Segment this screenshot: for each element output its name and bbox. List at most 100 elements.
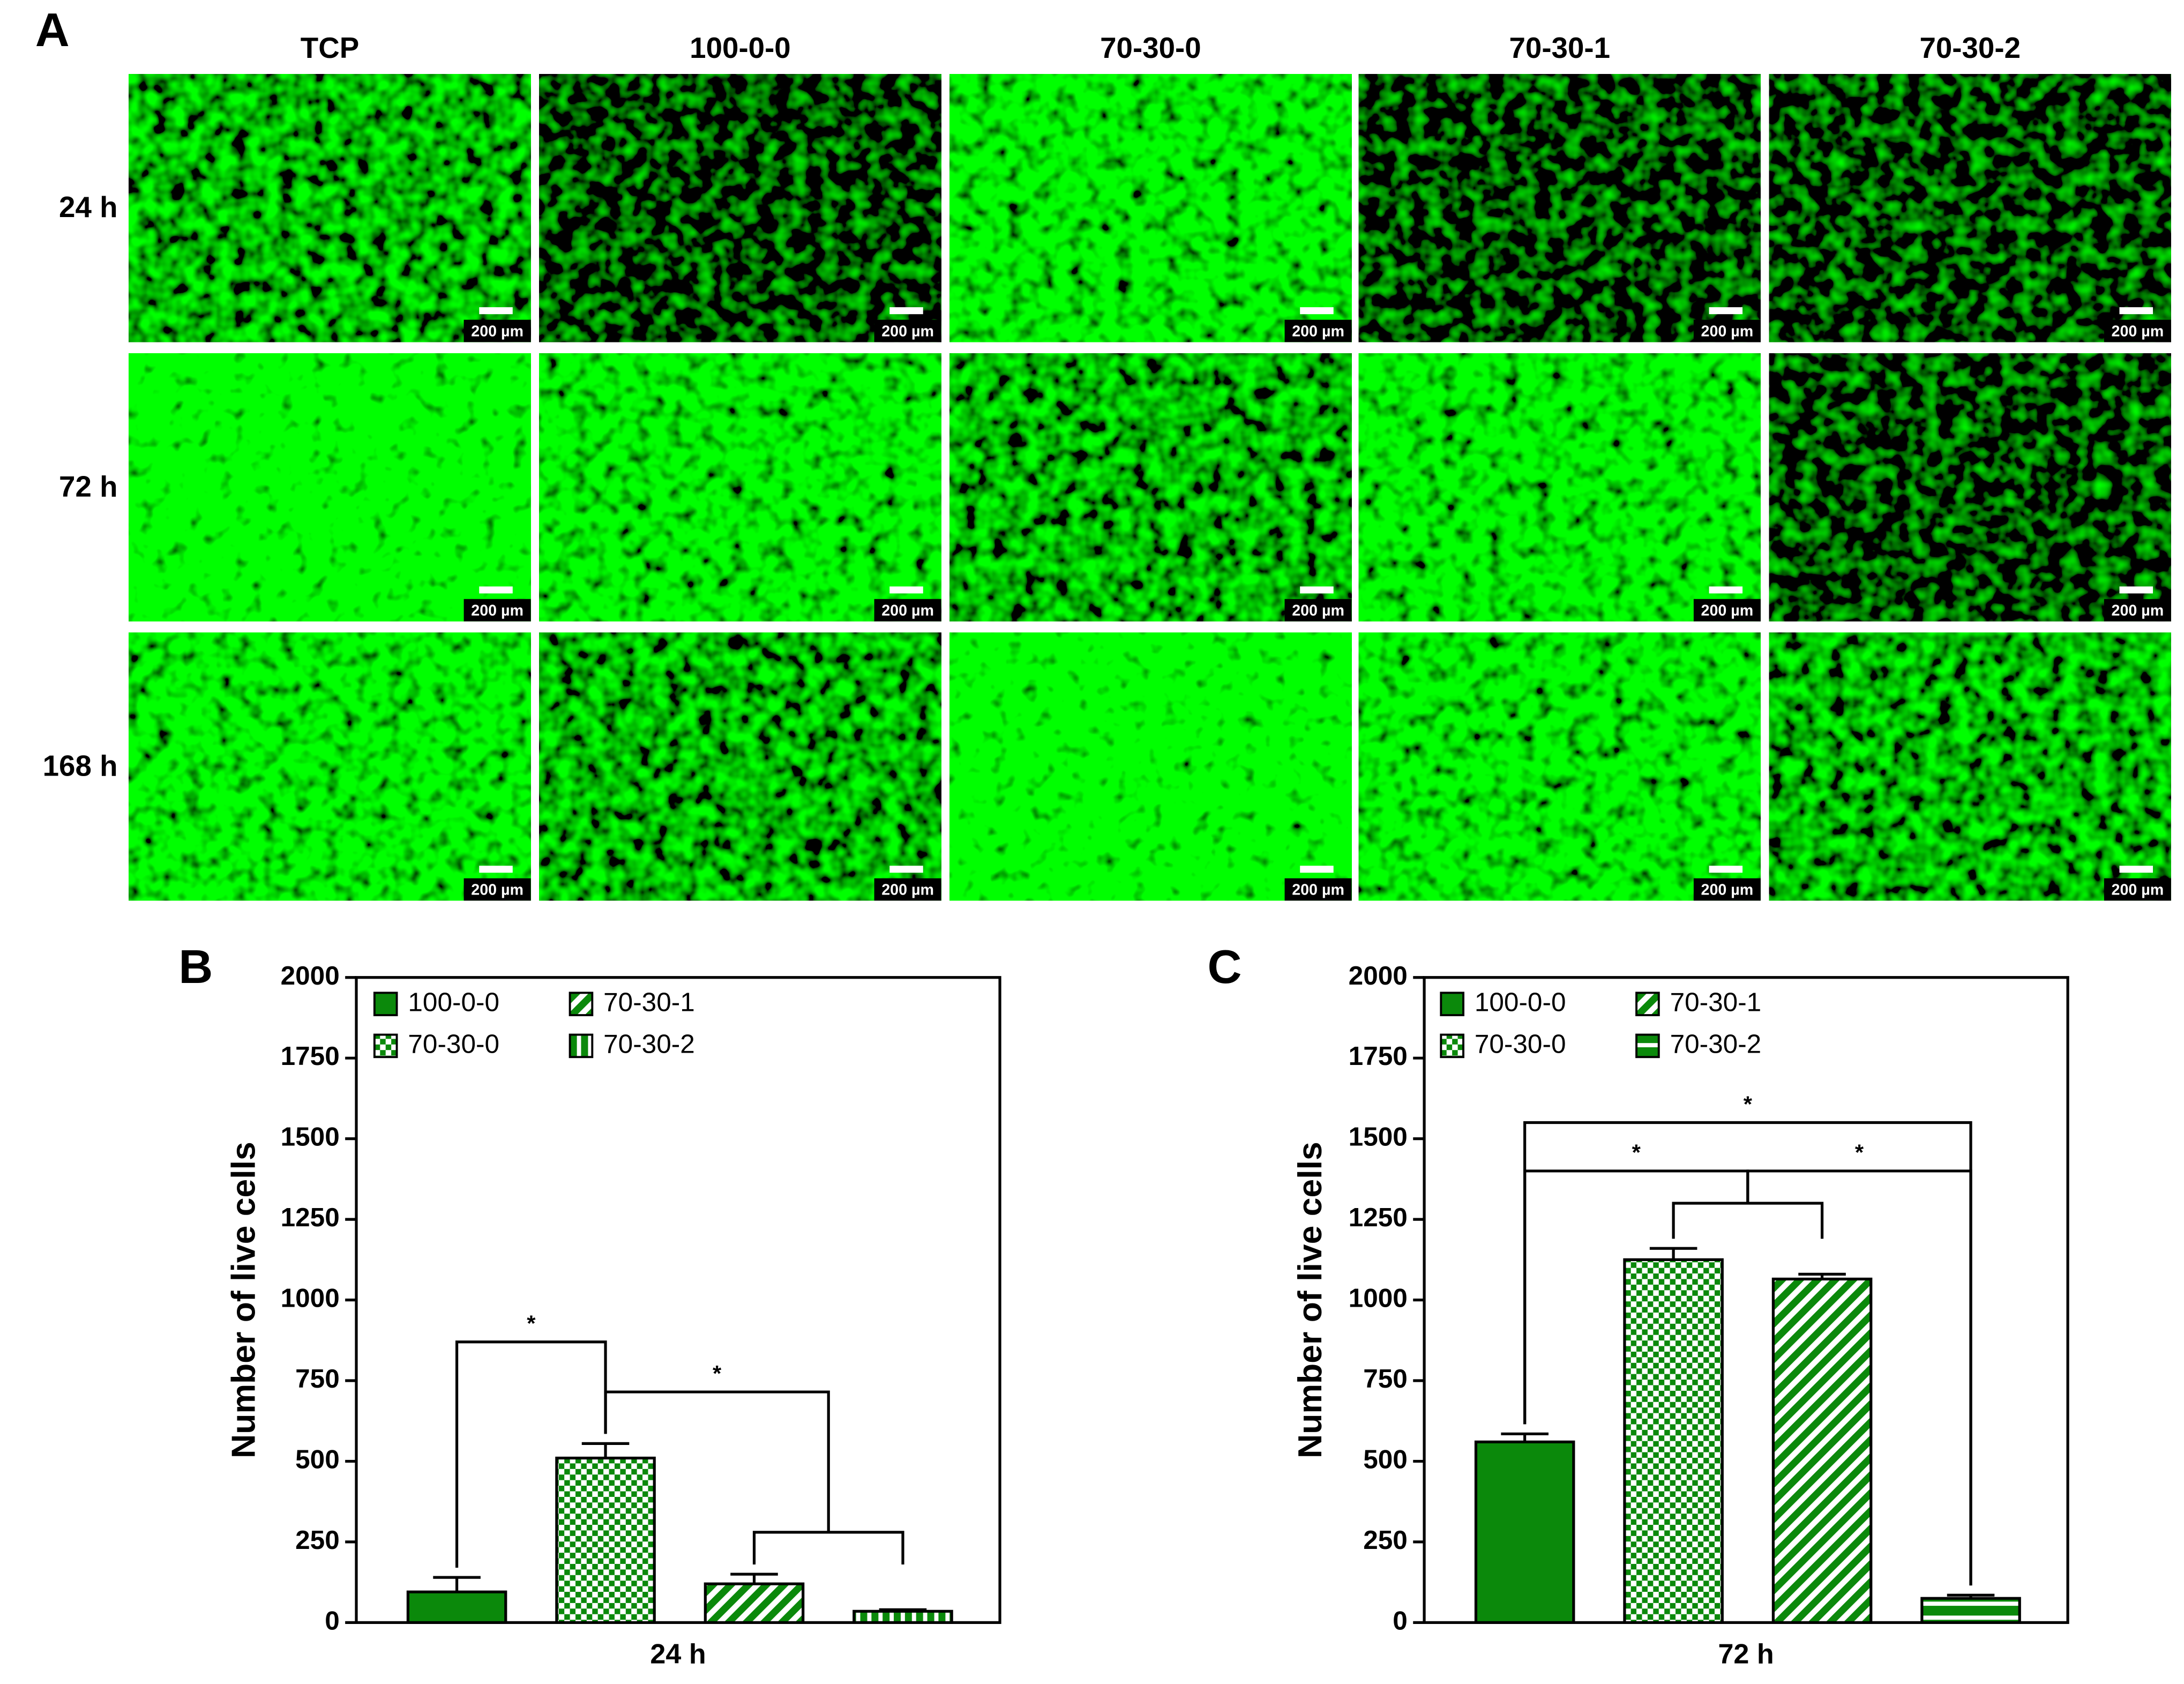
scale-bar [1709,307,1743,315]
y-tick-label: 0 [325,1606,340,1635]
micrograph-texture [1358,74,1761,342]
scale-bar-label: 200 µm [2112,882,2164,899]
scale-bar-bg [1693,878,1761,901]
micrograph-texture [539,353,941,622]
y-tick-label: 750 [1363,1364,1408,1394]
legend-swatch [1440,1033,1464,1059]
micrograph-texture [129,353,531,622]
legend-label: 70-30-2 [603,1029,695,1059]
scale-bar-label: 200 µm [471,602,523,620]
micrograph-texture [1358,632,1761,901]
legend-swatch [569,1033,594,1059]
plot-frame [355,976,1001,1624]
panel-label: C [1208,940,1242,993]
significance-label: * [1855,1140,1864,1165]
row-label: 24 h [59,190,117,223]
scale-bar-label: 200 µm [2112,323,2164,340]
scale-bar-label: 200 µm [1292,882,1344,899]
scale-bar [1300,586,1334,594]
y-tick-label: 500 [295,1445,340,1474]
significance-bracket [455,1340,607,1568]
micrograph-texture [1769,353,2171,622]
bar [704,1582,805,1624]
scale-bar [889,866,923,873]
bar [852,1610,953,1624]
scale-bar [479,307,513,315]
significance-label: * [1744,1091,1753,1116]
scale-bar-bg [1284,319,1352,342]
panel-label: B [178,940,213,993]
scale-bar [479,866,513,873]
scale-bar-label: 200 µm [881,323,934,340]
micrograph-texture [949,632,1352,901]
y-tick-label: 250 [1363,1525,1408,1555]
y-tick-label: 250 [295,1525,340,1555]
legend-label: 70-30-0 [408,1029,499,1059]
y-tick-label: 2000 [281,961,340,990]
scale-bar-bg [1284,599,1352,622]
legend-swatch [1440,992,1464,1017]
y-tick-label: 1500 [281,1122,340,1152]
scale-bar-bg [463,319,531,342]
legend-label: 70-30-0 [1475,1029,1566,1059]
row-label: 72 h [59,470,117,503]
scale-bar-label: 200 µm [1701,882,1754,899]
scale-bar [2119,307,2153,315]
group-bracket [752,1531,904,1565]
y-tick-label: 500 [1363,1445,1408,1474]
bar [1920,1597,2021,1624]
column-header: 100-0-0 [690,31,791,64]
scale-bar [2119,866,2153,873]
micrograph-texture [1358,353,1761,622]
legend-label: 70-30-2 [1670,1029,1762,1059]
scale-bar [1300,307,1334,315]
scale-bar-bg [2104,599,2171,622]
y-tick-label: 2000 [1349,961,1408,990]
significance-bracket [604,1390,830,1532]
scale-bar [889,307,923,315]
column-header: 70-30-1 [1509,31,1610,64]
scale-bar [2119,586,2153,594]
y-tick-label: 1250 [1349,1203,1408,1232]
scale-bar-label: 200 µm [471,323,523,340]
scale-bar-bg [463,878,531,901]
micrograph-texture [949,353,1352,622]
scale-bar-label: 200 µm [881,882,934,899]
legend-label: 100-0-0 [408,987,499,1017]
scale-bar-bg [1284,878,1352,901]
y-tick-label: 1750 [1349,1041,1408,1071]
legend-label: 100-0-0 [1475,987,1566,1017]
significance-label: * [713,1361,722,1386]
bar [555,1456,656,1624]
legend-swatch [569,992,594,1017]
micrograph-texture [1769,632,2171,901]
column-header: TCP [301,31,359,64]
scale-bar [1300,866,1334,873]
micrograph-texture [129,74,531,342]
micrograph-texture [129,632,531,901]
scale-bar-bg [874,878,941,901]
scale-bar [889,586,923,594]
bar [1771,1277,1873,1624]
panel-label: A [35,3,70,56]
scale-bar-label: 200 µm [1701,602,1754,620]
legend-label: 70-30-1 [1670,987,1762,1017]
micrograph-texture [539,74,941,342]
bar [1474,1440,1575,1624]
scale-bar [1709,586,1743,594]
y-tick-label: 1000 [1349,1284,1408,1313]
legend-swatch [1635,992,1660,1017]
scale-bar [1709,866,1743,873]
group-bracket [1672,1202,1824,1239]
scale-bar-bg [874,319,941,342]
column-header: 70-30-0 [1100,31,1201,64]
y-tick-label: 1750 [281,1041,340,1071]
y-axis-label: Number of live cells [1291,1142,1329,1458]
micrograph-texture [539,632,941,901]
legend-swatch [1635,1033,1660,1059]
x-tick-label: 72 h [1718,1639,1774,1670]
micrograph-texture [949,74,1352,342]
bar [1623,1258,1724,1624]
